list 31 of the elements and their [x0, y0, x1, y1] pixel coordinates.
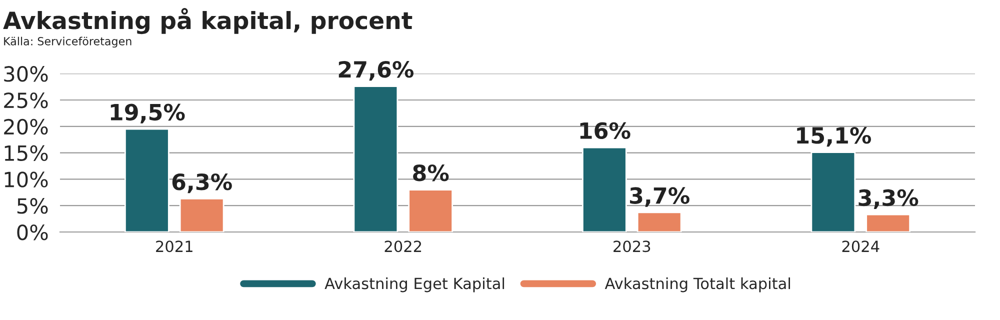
bar — [408, 189, 453, 232]
legend-label: Avkastning Eget Kapital — [324, 277, 504, 292]
bar — [179, 198, 224, 232]
bar — [124, 128, 170, 232]
data-label: 8% — [413, 164, 449, 182]
x-tick-label: 2021 — [156, 240, 192, 252]
x-tick-label: 2023 — [614, 240, 650, 252]
y-tick-label: 20% — [4, 118, 48, 135]
data-label: 6,3% — [172, 173, 232, 194]
bar — [636, 212, 682, 232]
bar — [353, 86, 398, 232]
bar — [866, 214, 910, 232]
y-tick-label: 5% — [17, 198, 48, 214]
bar — [582, 146, 627, 232]
y-tick-label: 30% — [4, 66, 48, 82]
data-label: 19,5% — [110, 104, 185, 124]
y-tick-label: 15% — [4, 145, 48, 162]
y-tick-label: 10% — [4, 172, 48, 188]
x-tick-label: 2022 — [384, 240, 422, 252]
y-tick-label: 25% — [4, 92, 48, 108]
legend-label: Avkastning Totalt kapital — [604, 277, 790, 292]
chart-title: Avkastning på kapital, procent — [3, 8, 412, 34]
bar — [810, 152, 856, 232]
data-label: 15,1% — [797, 126, 872, 147]
data-label: 27,6% — [338, 60, 414, 81]
data-label: 16% — [580, 122, 630, 140]
text: Källa: Serviceföretagen — [4, 36, 132, 48]
data-label: 3,7% — [630, 187, 690, 207]
data-label: 3,3% — [858, 189, 918, 209]
x-tick-label: 2024 — [842, 240, 880, 252]
y-tick-label: 0% — [17, 224, 48, 240]
